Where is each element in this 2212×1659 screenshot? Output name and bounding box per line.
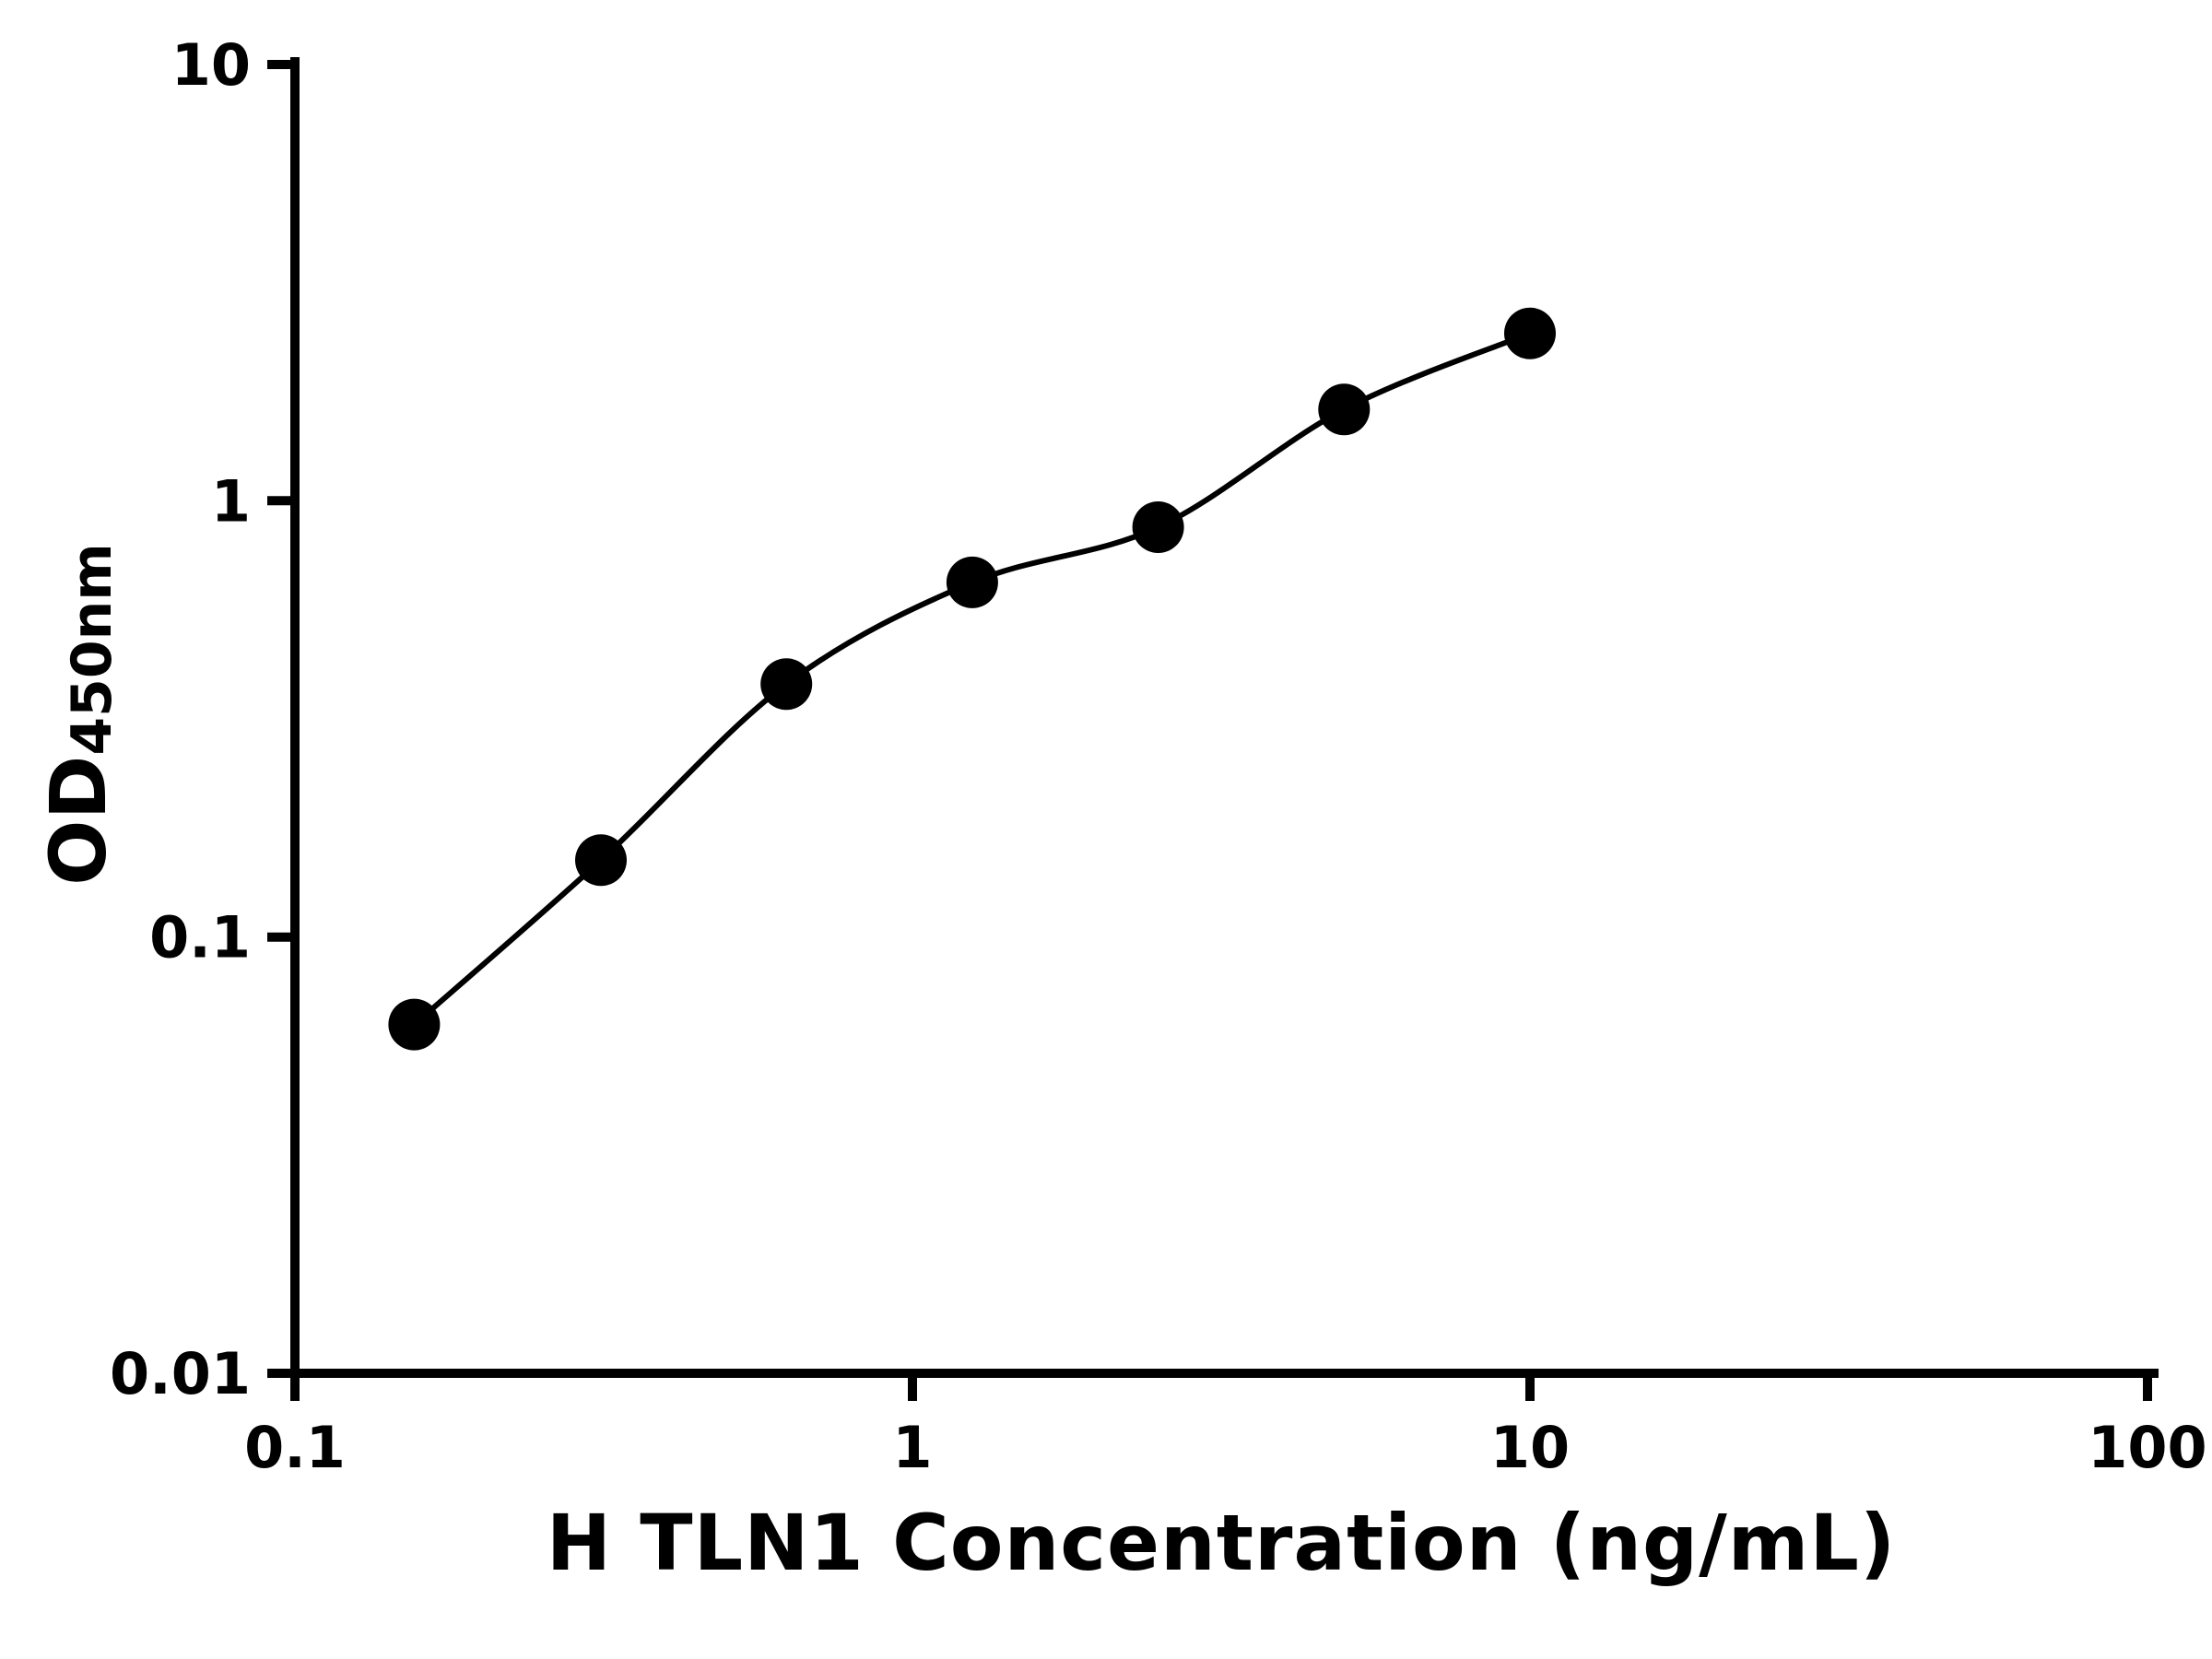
y-tick-label: 1 xyxy=(211,467,251,535)
data-point xyxy=(1504,307,1556,359)
y-tick-label: 0.1 xyxy=(149,904,251,971)
x-tick-label: 100 xyxy=(2088,1414,2206,1481)
data-point xyxy=(1132,501,1184,553)
x-axis-label: H TLN1 Concentration (ng/mL) xyxy=(546,1498,1897,1588)
data-point xyxy=(388,998,441,1051)
y-axis-label-main: OD xyxy=(33,755,124,886)
y-tick-label: 0.01 xyxy=(110,1340,251,1407)
y-axis-label-subscript: 450nm xyxy=(60,543,124,756)
x-tick-label: 10 xyxy=(1490,1414,1570,1481)
data-point xyxy=(946,556,998,608)
fit-curve xyxy=(412,330,1532,1027)
data-point xyxy=(1318,383,1371,436)
y-tick-label: 10 xyxy=(171,31,251,99)
x-tick-label: 1 xyxy=(892,1414,932,1481)
data-point xyxy=(760,658,813,711)
x-tick-label: 0.1 xyxy=(244,1414,346,1481)
y-axis-label: OD450nm xyxy=(28,346,129,1083)
data-point xyxy=(575,834,627,887)
